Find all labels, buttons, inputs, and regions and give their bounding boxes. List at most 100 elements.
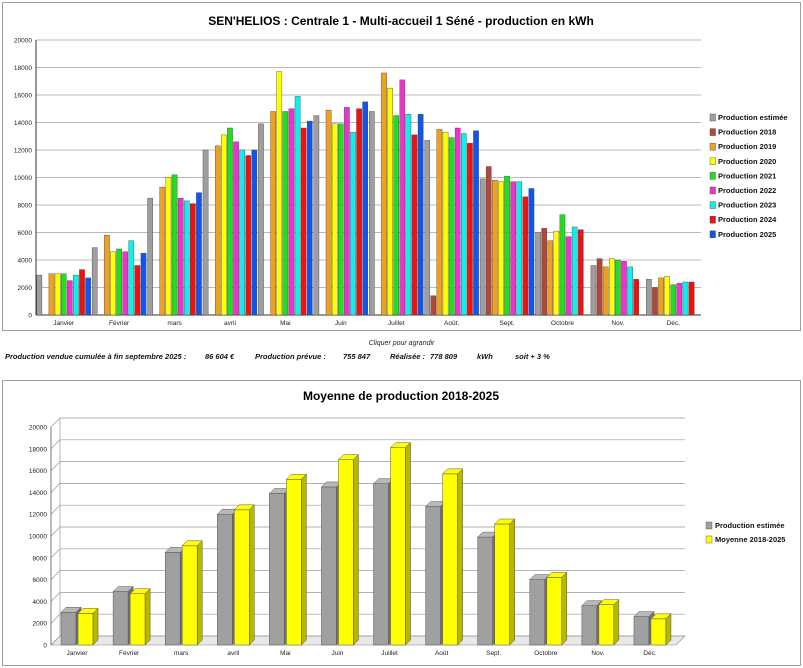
y-tick-label: 0 bbox=[43, 643, 47, 650]
bar-production-2023-mars bbox=[183, 200, 190, 316]
bar-production-2020-juillet bbox=[387, 87, 393, 316]
bar-production-2019-sept bbox=[492, 180, 498, 316]
bar-production-2021-mars bbox=[171, 174, 178, 316]
gridline-diagonal bbox=[50, 417, 61, 428]
bar-production-2023-dec bbox=[682, 281, 689, 316]
bar-production-estimee-aout bbox=[424, 140, 431, 316]
bar-production-2024-mai bbox=[300, 127, 307, 316]
bar-production-estimee-avril bbox=[202, 149, 209, 316]
x-tick-label: Janvier bbox=[67, 650, 89, 657]
monthly-production-chart[interactable]: SEN'HELIOS : Centrale 1 - Multi-accueil … bbox=[3, 3, 800, 330]
bar-production-2022-octobre bbox=[565, 236, 572, 316]
gridline-diagonal bbox=[50, 635, 61, 646]
bar-production-2023-mai bbox=[294, 96, 301, 316]
bar-production-estimee-nov bbox=[590, 265, 597, 316]
bar-production-2019-juin bbox=[325, 109, 332, 316]
x-tick-label: mars bbox=[167, 320, 182, 327]
bar-production-2020-mars bbox=[165, 177, 172, 316]
y-tick-label: 4000 bbox=[33, 599, 48, 606]
legend-label-production-estimee: Production estimée bbox=[715, 521, 785, 530]
legend-label-production-2022: Production 2022 bbox=[718, 186, 776, 195]
bar-moyenne-2018-2025-octobre bbox=[546, 571, 568, 646]
bar-moyenne-2018-2025-avril bbox=[233, 504, 255, 646]
bar-production-2021-nov bbox=[615, 259, 621, 316]
bar-production-2022-aout bbox=[454, 127, 461, 316]
bar-production-2025-sept bbox=[528, 188, 535, 316]
production-chart-panel[interactable]: SEN'HELIOS : Centrale 1 - Multi-accueil … bbox=[2, 2, 801, 331]
unit-label: kWh bbox=[477, 352, 493, 361]
x-tick-label: Juillet bbox=[388, 320, 405, 327]
average-production-chart: Moyenne de production 2018-2025 0 2000 4000… bbox=[29, 389, 786, 657]
bar-moyenne-2018-2025-sept bbox=[494, 518, 516, 646]
legend-swatch-production-2025 bbox=[709, 230, 716, 239]
bar-production-2023-juillet bbox=[405, 114, 412, 316]
gridline-diagonal bbox=[50, 504, 61, 515]
bar-production-2021-juillet bbox=[393, 115, 400, 316]
bar-production-2023-juin bbox=[350, 131, 356, 316]
chart-title: SEN'HELIOS : Centrale 1 - Multi-accueil … bbox=[208, 14, 594, 28]
bar-production-2020-janvier bbox=[54, 273, 61, 316]
bar-production-2024-fevrier bbox=[134, 265, 141, 316]
x-tick-label: Juin bbox=[335, 320, 347, 327]
chart-title: Moyenne de production 2018-2025 bbox=[303, 389, 499, 403]
bar-production-2018-sept bbox=[485, 166, 492, 316]
bar-production-2023-octobre bbox=[571, 226, 578, 316]
bar-production-2021-avril bbox=[227, 127, 233, 316]
y-tick-label: 16000 bbox=[29, 468, 47, 475]
bar-production-2025-fevrier bbox=[140, 252, 147, 316]
y-tick-label: 8000 bbox=[18, 203, 33, 210]
bar-production-2020-fevrier bbox=[110, 251, 116, 316]
y-tick-label: 18000 bbox=[29, 446, 47, 453]
y-tick-label: 14000 bbox=[14, 120, 32, 127]
bar-production-2019-avril bbox=[214, 145, 221, 316]
legend-label-production-2025: Production 2025 bbox=[718, 230, 776, 239]
gridline-diagonal bbox=[50, 461, 61, 471]
legend-swatch-production-2023 bbox=[709, 201, 716, 209]
x-tick-label: Octobre bbox=[534, 650, 558, 657]
bar-production-2025-avril bbox=[251, 149, 258, 316]
x-tick-label: Sept. bbox=[486, 650, 501, 657]
legend-swatch-production-estimee bbox=[705, 521, 713, 530]
bar-production-2019-fevrier bbox=[104, 235, 110, 316]
bar-production-2025-juillet bbox=[417, 114, 424, 316]
bar-production-2019-nov bbox=[602, 266, 609, 316]
x-tick-label: Février bbox=[119, 650, 140, 657]
bar-moyenne-2018-2025-mai bbox=[285, 473, 307, 646]
bar-production-estimee-dec bbox=[633, 611, 655, 646]
bar-production-2025-mai bbox=[306, 120, 313, 316]
realized-value: 778 809 bbox=[430, 352, 458, 361]
bar-production-2024-sept bbox=[522, 196, 529, 316]
bar-production-2020-nov bbox=[608, 258, 615, 316]
bar-production-2025-mars bbox=[196, 192, 202, 316]
bar-moyenne-2018-2025-dec bbox=[650, 613, 672, 646]
legend-label-production-2021: Production 2021 bbox=[718, 171, 776, 180]
legend-swatch-production-2020 bbox=[709, 157, 716, 166]
x-tick-label: Nov. bbox=[591, 650, 604, 657]
legend-swatch-moyenne-2018-2025 bbox=[705, 535, 713, 544]
x-tick-label: Déc. bbox=[667, 320, 681, 327]
bar-moyenne-2018-2025-juillet bbox=[389, 442, 412, 646]
click-to-enlarge-link[interactable]: Cliquer pour agrandir bbox=[368, 340, 435, 347]
average-chart-panel: Moyenne de production 2018-2025 0 2000 4000… bbox=[2, 380, 801, 666]
bar-moyenne-2018-2025-mars bbox=[181, 540, 203, 646]
bar-moyenne-2018-2025-janvier bbox=[77, 607, 99, 646]
bar-production-2023-fevrier bbox=[128, 240, 135, 316]
bar-production-2022-avril bbox=[233, 141, 239, 316]
bar-production-2024-mars bbox=[190, 203, 196, 316]
x-tick-label: Octobre bbox=[551, 320, 575, 327]
bar-production-2021-sept bbox=[504, 175, 510, 316]
legend-swatch-production-2018 bbox=[709, 128, 716, 136]
bar-production-2019-dec bbox=[658, 277, 664, 316]
bar-production-2018-nov bbox=[596, 258, 603, 316]
bar-production-2022-juin bbox=[344, 107, 350, 316]
legend-label-production-2018: Production 2018 bbox=[718, 128, 776, 137]
bar-production-2025-aout bbox=[473, 130, 479, 316]
y-tick-label: 10000 bbox=[29, 534, 47, 541]
bar-production-2023-aout bbox=[461, 133, 467, 316]
y-tick-label: 16000 bbox=[14, 93, 32, 100]
realized-label: Réalisée : bbox=[390, 352, 426, 361]
bar-moyenne-2018-2025-aout bbox=[442, 468, 464, 646]
bar-production-2022-mars bbox=[177, 197, 184, 316]
bar-production-2025-janvier bbox=[85, 277, 91, 316]
bar-production-2024-juin bbox=[356, 108, 362, 316]
